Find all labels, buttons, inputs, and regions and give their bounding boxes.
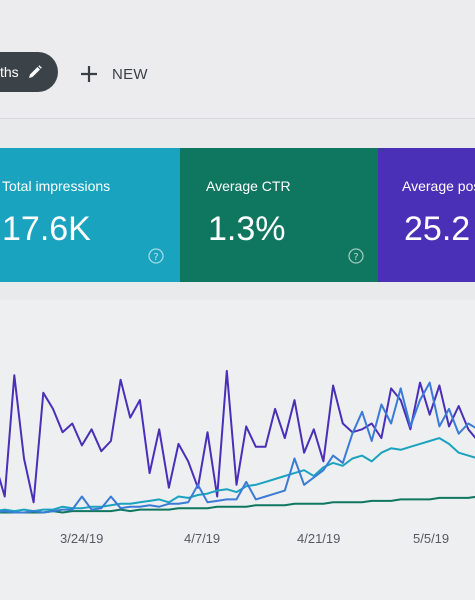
card-value: 25.2 xyxy=(404,210,471,248)
metric-cards: Total impressions 17.6K ? Average CTR 1.… xyxy=(0,148,475,282)
plus-icon xyxy=(78,63,100,85)
card-value: 1.3% xyxy=(208,210,286,248)
report-toolbar: ths NEW xyxy=(0,0,475,118)
help-circle-icon[interactable]: ? xyxy=(348,248,364,264)
new-button-label: NEW xyxy=(112,65,148,83)
x-tick-label: 5/5/19 xyxy=(413,531,450,546)
card-label: Average CTR xyxy=(206,178,291,194)
date-range-chip-label: ths xyxy=(0,64,19,80)
svg-text:?: ? xyxy=(153,252,158,263)
x-tick-label: 4/7/19 xyxy=(184,531,221,546)
x-tick-label: 4/21/19 xyxy=(297,531,341,546)
card-average-position[interactable]: Average pos 25.2 xyxy=(378,148,475,282)
card-label: Average pos xyxy=(402,178,475,194)
performance-chart-area xyxy=(0,300,475,600)
pencil-icon[interactable] xyxy=(27,64,43,80)
svg-text:?: ? xyxy=(353,252,358,263)
card-label: Total impressions xyxy=(2,178,111,194)
toolbar-divider xyxy=(0,118,475,119)
card-total-impressions[interactable]: Total impressions 17.6K ? xyxy=(0,148,180,282)
card-value: 17.6K xyxy=(2,210,91,248)
card-average-ctr[interactable]: Average CTR 1.3% ? xyxy=(180,148,378,282)
help-circle-icon[interactable]: ? xyxy=(148,248,164,264)
date-range-chip[interactable]: ths xyxy=(0,52,58,92)
new-button[interactable]: NEW xyxy=(78,60,148,88)
x-tick-label: 3/24/19 xyxy=(60,531,104,546)
